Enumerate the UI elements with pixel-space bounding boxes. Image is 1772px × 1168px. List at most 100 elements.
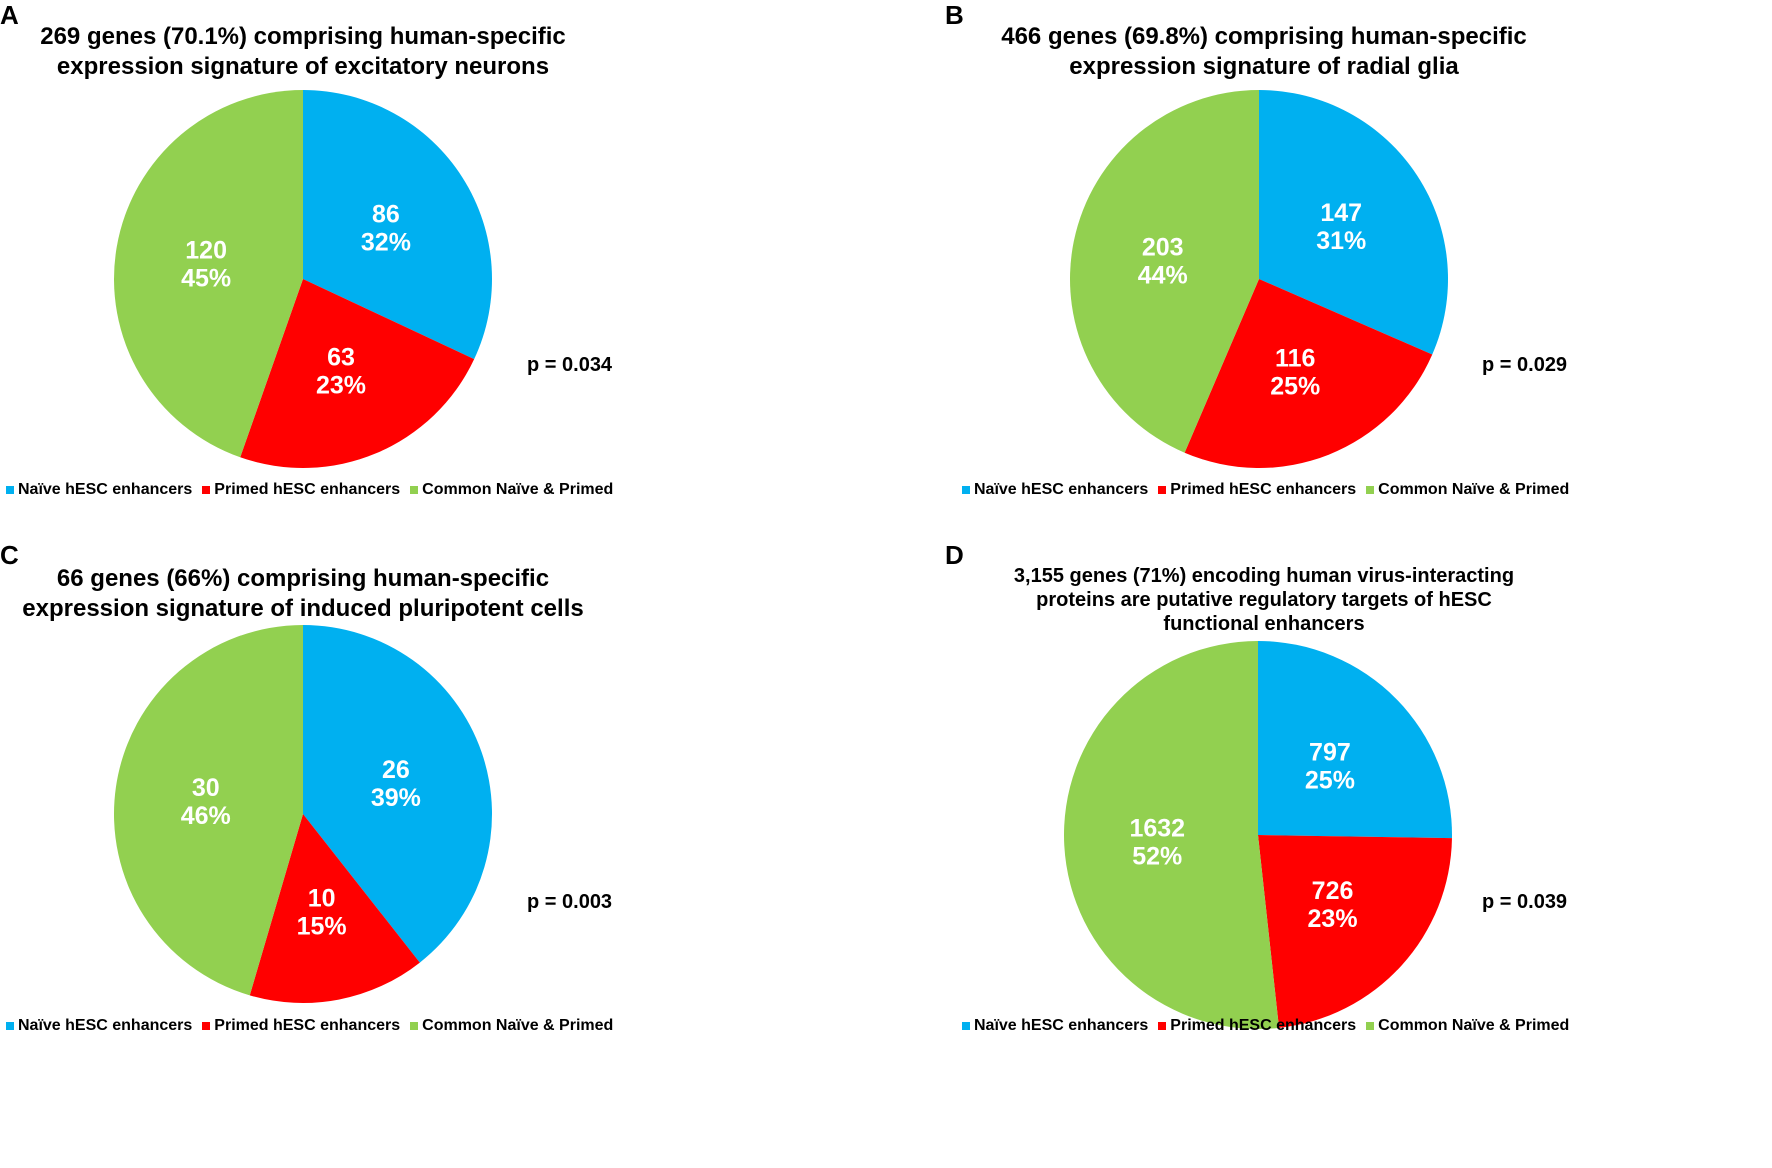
slice-value-label: 1632 [1129,814,1185,842]
slice-percent-label: 32% [361,228,411,256]
legend-item: Naïve hESC enhancers [962,1017,1148,1035]
legend: Naïve hESC enhancers Primed hESC enhancer… [962,481,1579,499]
slice-value-label: 116 [1275,344,1315,372]
legend-label: Common Naïve & Primed [1378,1017,1570,1034]
legend-label: Naïve hESC enhancers [18,1017,193,1034]
chart-title-line: functional enhancers [1163,613,1365,635]
pie-slice-naive [1259,90,1448,355]
pie-slice-naive [303,625,492,963]
panel-letter: B [945,0,964,30]
slice-value-label: 86 [372,200,400,228]
legend-swatch [1366,1022,1375,1030]
slice-percent-label: 25% [1305,766,1355,794]
slice-value-label: 30 [192,774,220,802]
pie-slice-primed [249,814,420,1003]
slice-value-label: 147 [1320,199,1362,227]
panel-letter: C [0,540,19,570]
chart-title-line: expression signature of excitatory neuro… [56,53,550,80]
chart-title-line: 3,155 genes (71%) encoding human virus-i… [1013,565,1515,587]
legend-swatch [962,486,970,494]
legend-item: Primed hESC enhancers [202,1017,400,1035]
legend-label: Naïve hESC enhancers [974,481,1149,498]
legend: Naïve hESC enhancers Primed hESC enhancer… [6,1017,623,1035]
legend-item: Primed hESC enhancers [1158,1017,1356,1035]
slice-percent-label: 25% [1270,372,1320,400]
chart-title-line: proteins are putative regulatory targets… [1036,589,1492,611]
slice-value-label: 203 [1142,233,1184,261]
legend-label: Primed hESC enhancers [214,1017,401,1034]
legend-item: Naïve hESC enhancers [6,1017,192,1035]
slice-value-label: 726 [1312,877,1354,905]
chart-title: 66 genes (66%) comprising human-specific… [0,564,606,624]
legend-swatch [962,1022,970,1030]
legend-item: Naïve hESC enhancers [962,481,1148,499]
slice-percent-label: 15% [297,913,347,941]
pie-slice-primed [240,279,475,468]
pie-slice-common [113,625,303,996]
slice-value-label: 797 [1309,738,1351,766]
pie-slice-common [1063,641,1280,1029]
legend-label: Common Naïve & Primed [422,481,614,498]
legend-item: Common Naïve & Primed [1366,481,1569,499]
slice-percent-label: 39% [371,784,421,812]
legend: Naïve hESC enhancers Primed hESC enhancer… [962,1017,1579,1035]
chart-title: 269 genes (70.1%) comprising human-speci… [0,22,606,82]
legend-swatch [202,486,211,494]
legend-swatch [202,1022,211,1030]
legend-label: Naïve hESC enhancers [18,481,193,498]
chart-title-line: expression signature of radial glia [1069,53,1459,80]
legend-item: Naïve hESC enhancers [6,481,192,499]
legend-item: Common Naïve & Primed [1366,1017,1569,1035]
chart-title: 3,155 genes (71%) encoding human virus-i… [946,564,1582,636]
legend-swatch [6,1022,14,1030]
pie-slice-naive [303,90,492,360]
legend-item: Common Naïve & Primed [410,481,613,499]
slice-value-label: 10 [308,885,336,913]
legend-item: Common Naïve & Primed [410,1017,613,1035]
panel-d: D 3,155 genes (71%) encoding human virus… [886,540,1772,1168]
legend: Naïve hESC enhancers Primed hESC enhancer… [6,481,623,499]
slice-percent-label: 52% [1132,842,1182,870]
slice-percent-label: 46% [181,802,231,830]
legend-item: Primed hESC enhancers [202,481,400,499]
legend-label: Common Naïve & Primed [1378,481,1570,498]
slice-value-label: 120 [185,236,227,264]
legend-swatch [1158,1022,1167,1030]
legend-label: Primed hESC enhancers [214,481,401,498]
p-value: p = 0.039 [1482,891,1568,913]
chart-title-line: 66 genes (66%) comprising human-specific [56,565,550,592]
pie-slice-naive [1258,641,1452,839]
panel-letter: D [945,540,964,570]
slice-percent-label: 44% [1138,261,1188,289]
legend-swatch [410,1022,419,1030]
slice-value-label: 26 [382,756,410,784]
pie-slice-primed [1258,835,1452,1028]
legend-label: Naïve hESC enhancers [974,1017,1149,1034]
slice-value-label: 63 [327,344,355,372]
p-value: p = 0.003 [527,891,613,913]
legend-item: Primed hESC enhancers [1158,481,1356,499]
legend-swatch [410,486,419,494]
panel-c: C 66 genes (66%) comprising human-specif… [0,540,886,1168]
pie-slice-common [1070,89,1259,453]
panel-b: B 466 genes (69.8%) comprising human-spe… [886,0,1772,584]
legend-swatch [1366,486,1375,494]
slice-percent-label: 23% [1308,905,1358,933]
legend-label: Primed hESC enhancers [1170,1017,1357,1034]
legend-swatch [6,486,14,494]
chart-title-line: expression signature of induced pluripot… [22,595,584,622]
p-value: p = 0.034 [527,354,613,376]
legend-label: Primed hESC enhancers [1170,481,1357,498]
legend-swatch [1158,486,1167,494]
panel-a: A 269 genes (70.1%) comprising human-spe… [0,0,886,584]
slice-percent-label: 31% [1316,227,1366,255]
chart-title-line: 466 genes (69.8%) comprising human-speci… [1001,23,1527,50]
panel-letter: A [0,0,19,30]
chart-title: 466 genes (69.8%) comprising human-speci… [946,22,1582,82]
pie-slice-common [114,90,303,458]
chart-title-line: 269 genes (70.1%) comprising human-speci… [40,23,566,50]
